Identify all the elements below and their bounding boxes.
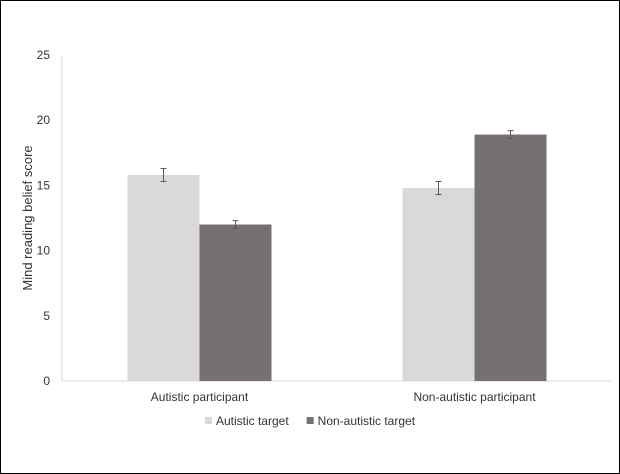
- x-category-label: Non-autistic participant: [413, 390, 536, 404]
- error-bar: [232, 220, 239, 229]
- legend-label: Non-autistic target: [318, 414, 416, 428]
- error-bar: [507, 130, 514, 139]
- legend-swatch: [306, 417, 314, 424]
- bar-autistic-target-0: [127, 174, 200, 381]
- error-bar: [435, 180, 442, 196]
- y-tick-label: 0: [43, 374, 50, 388]
- y-tick-label: 5: [43, 309, 50, 323]
- bars: [127, 134, 547, 381]
- y-tick-label: 10: [37, 244, 51, 258]
- error-bar: [160, 167, 167, 182]
- bar-autistic-target-1: [402, 188, 475, 381]
- legend-item: Non-autistic target: [306, 414, 416, 428]
- legend-label: Autistic target: [216, 414, 289, 428]
- legend-swatch: [204, 417, 212, 424]
- y-tick-label: 15: [37, 178, 51, 192]
- legend: Autistic target Non-autistic target: [204, 414, 416, 428]
- bar-non-autistic-target-0: [199, 224, 272, 381]
- bar-non-autistic-target-1: [474, 134, 547, 381]
- y-tick-label: 20: [37, 113, 51, 127]
- x-axis-categories: Autistic participant Non-autistic partici…: [151, 390, 536, 404]
- y-axis-title: Mind reading belief score: [20, 145, 35, 290]
- x-category-label: Autistic participant: [151, 390, 249, 404]
- error-bars: [160, 130, 514, 229]
- legend-item: Autistic target: [204, 414, 289, 428]
- y-tick-label: 25: [37, 48, 51, 62]
